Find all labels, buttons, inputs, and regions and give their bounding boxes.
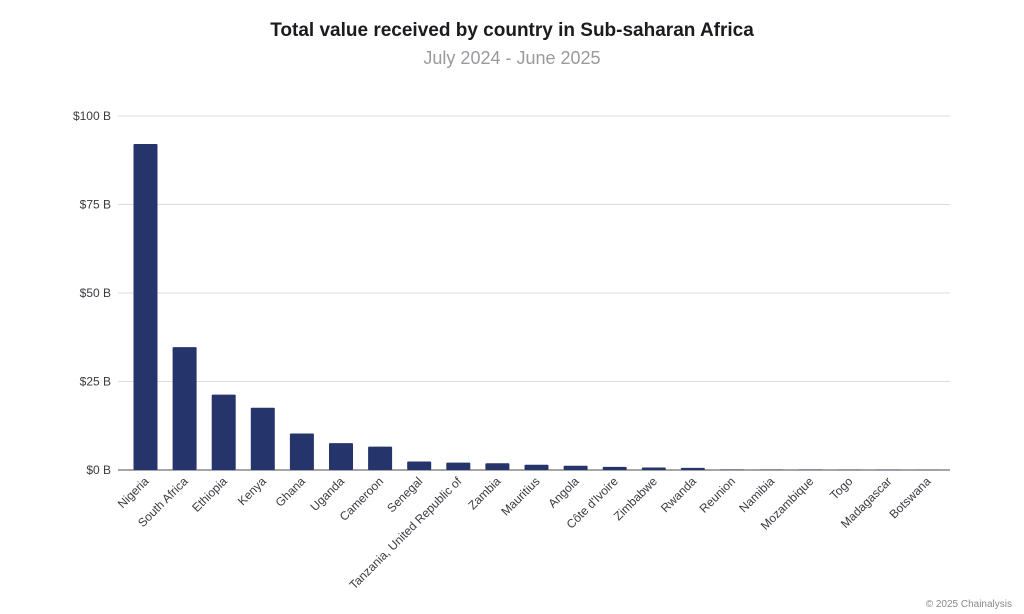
y-tick-label: $50 B	[80, 286, 111, 300]
x-tick-label: Angola	[545, 474, 582, 511]
y-tick-label: $75 B	[80, 198, 111, 212]
bar-angola	[563, 465, 588, 470]
bar-c-te-d-ivoire	[602, 466, 627, 470]
x-tick-label: Mauritius	[498, 474, 542, 518]
bar-reunion	[720, 469, 744, 470]
bar-ethiopia	[211, 394, 236, 470]
chart-subtitle: July 2024 - June 2025	[423, 48, 601, 68]
x-tick-label: Botswana	[886, 474, 933, 521]
x-tick-label: Reunion	[697, 474, 739, 516]
bar-ghana	[289, 433, 314, 470]
x-tick-label: Kenya	[235, 474, 269, 508]
bar-mauritius	[524, 464, 549, 470]
x-tick-label: Ethiopia	[189, 474, 230, 515]
bar-south-africa	[172, 347, 197, 470]
bar-tanzania-united-republic-of	[446, 462, 471, 470]
x-tick-label: Zimbabwe	[611, 474, 660, 523]
bar-uganda	[329, 443, 353, 470]
bar-nigeria	[133, 143, 158, 470]
bar-zambia	[485, 463, 510, 470]
bars	[133, 143, 940, 470]
x-tick-label: Zambia	[465, 474, 503, 512]
y-tick-label: $25 B	[80, 375, 111, 389]
chart-title: Total value received by country in Sub-s…	[270, 20, 754, 41]
bar-cameroon	[368, 446, 393, 470]
y-axis-ticks: $0 B $25 B $50 B $75 B $100 B	[73, 109, 111, 477]
gridlines	[118, 115, 950, 471]
x-tick-label: Rwanda	[658, 474, 699, 515]
bar-zimbabwe	[641, 467, 666, 470]
x-tick-label: Ghana	[273, 474, 309, 510]
copyright-text: © 2025 Chainalysis	[925, 599, 1012, 610]
bar-rwanda	[680, 467, 705, 470]
x-tick-label: Nigeria	[115, 474, 152, 511]
y-tick-label: $0 B	[86, 463, 111, 477]
bar-senegal	[407, 461, 432, 470]
y-tick-label: $100 B	[73, 109, 111, 123]
bar-kenya	[250, 407, 275, 470]
x-tick-label: Togo	[827, 474, 856, 503]
